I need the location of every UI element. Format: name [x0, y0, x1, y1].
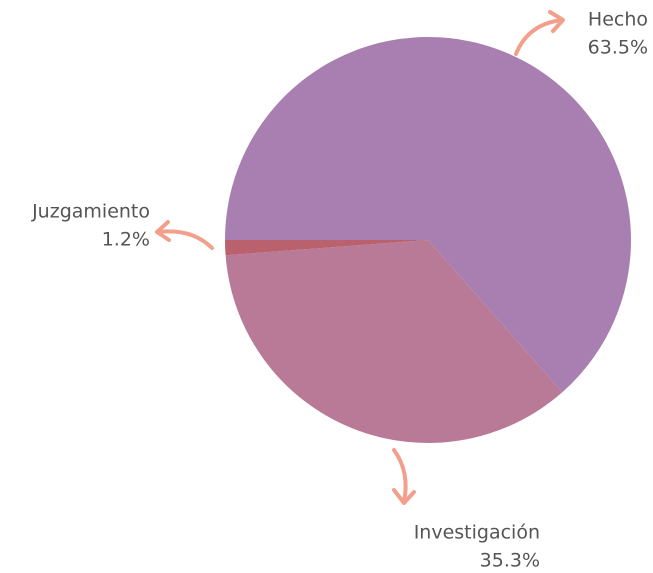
arrow	[514, 10, 565, 56]
pie-slice	[225, 37, 631, 393]
slice-label: Juzgamiento	[31, 201, 150, 223]
slice-label: Investigación	[414, 522, 540, 544]
pie-slice	[225, 240, 563, 444]
pie-slice	[225, 240, 428, 256]
slice-value-label: 63.5%	[588, 37, 648, 59]
arrow	[392, 448, 416, 505]
arrow	[155, 220, 214, 250]
slice-label: Hecho	[588, 9, 648, 31]
slice-value-label: 35.3%	[480, 550, 540, 572]
arrows	[155, 10, 565, 505]
slice-value-label: 1.2%	[102, 229, 150, 251]
